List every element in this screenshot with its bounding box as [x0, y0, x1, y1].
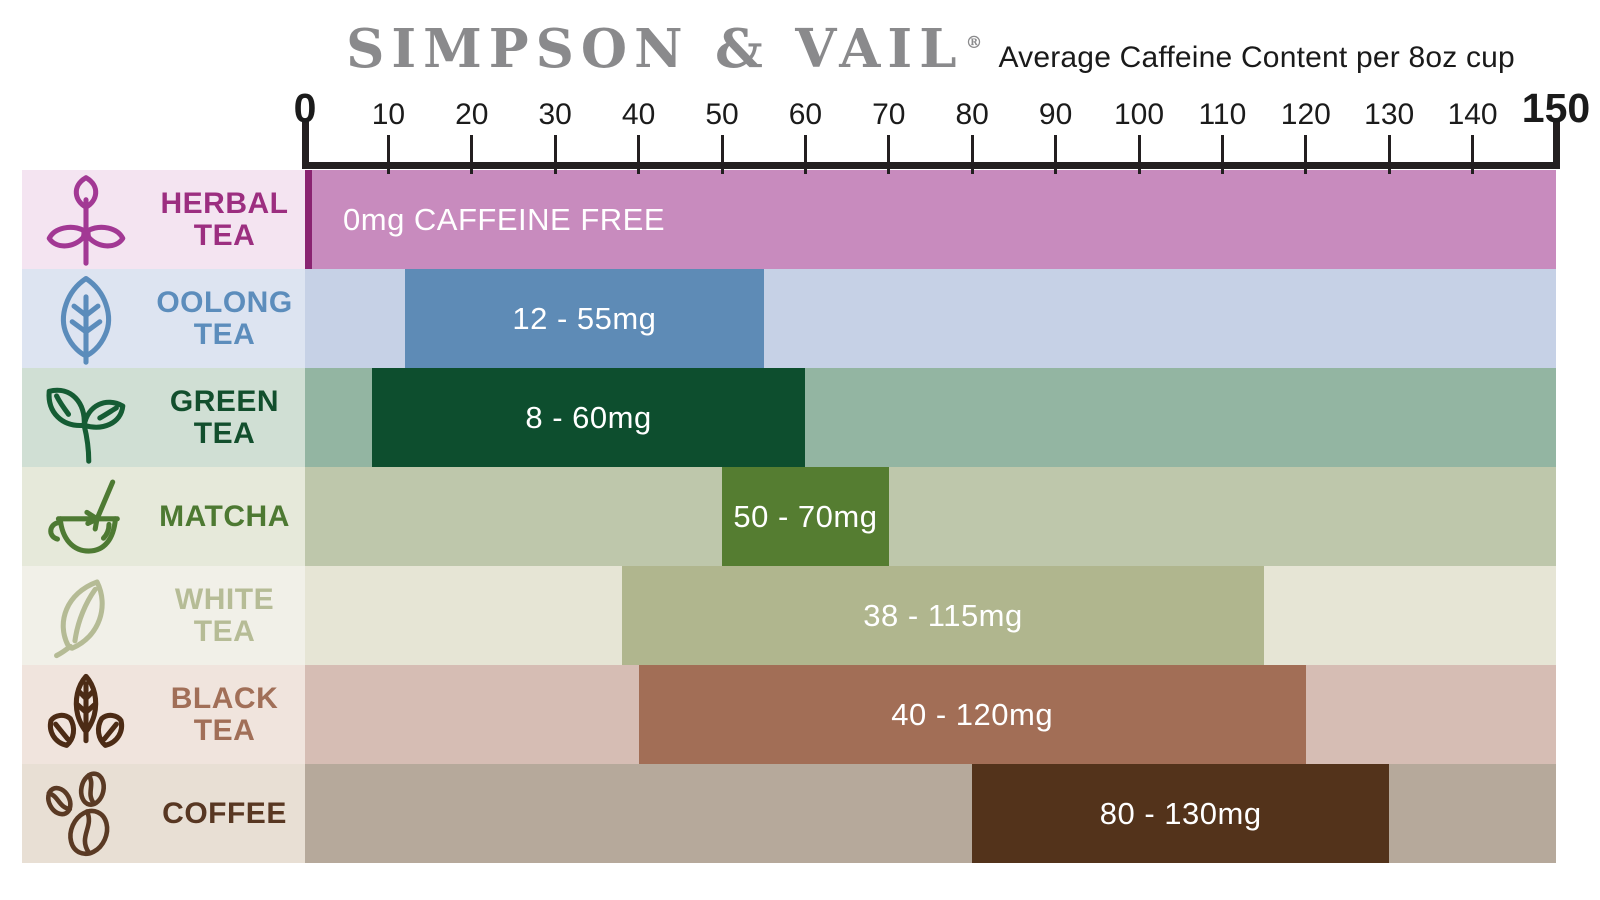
row-label-herbal-tea: HERBAL TEA [22, 170, 305, 269]
row-herbal-tea: HERBAL TEA 0mg CAFFEINE FREE [22, 170, 1556, 269]
row-label-text: WHITE TEA [150, 582, 305, 648]
white-leaf-icon [22, 570, 150, 662]
chart-header: SIMPSON & VAIL ® Average Caffeine Content… [305, 18, 1556, 96]
bar-value-label: 0mg CAFFEINE FREE [343, 201, 665, 237]
bar-value-label: 80 - 130mg [1099, 795, 1262, 831]
bar-value-label: 8 - 60mg [525, 399, 652, 435]
row-label-text: BLACK TEA [150, 681, 305, 747]
bar-value-label: 38 - 115mg [863, 597, 1023, 633]
bar-value-label: 50 - 70mg [733, 498, 878, 534]
row-label-line: TEA [193, 218, 256, 252]
row-black-tea: BLACK TEA 40 - 120mg [22, 665, 1556, 764]
row-coffee: COFFEE 80 - 130mg [22, 764, 1556, 863]
range-bar: 38 - 115mg [621, 566, 1265, 665]
brand-title-text: SIMPSON & VAIL [346, 18, 964, 80]
row-label-line: GREEN [169, 384, 280, 418]
herbal-plant-icon [22, 174, 150, 266]
zero-line-divider [305, 170, 312, 269]
registered-mark: ® [965, 33, 983, 54]
row-label-line: OOLONG [156, 285, 293, 319]
row-label-green-tea: GREEN TEA [22, 368, 305, 467]
row-label-line: HERBAL [160, 186, 289, 220]
range-bar: 40 - 120mg [638, 665, 1306, 764]
row-label-line: WHITE [174, 582, 275, 616]
coffee-beans-icon [22, 768, 150, 860]
row-oolong-tea: OOLONG TEA 12 - 55mg [22, 269, 1556, 368]
range-bar: 80 - 130mg [972, 764, 1390, 863]
row-label-line: COFFEE [162, 796, 287, 830]
row-label-line: TEA [193, 416, 256, 450]
row-label-white-tea: WHITE TEA [22, 566, 305, 665]
bar-value-label: 40 - 120mg [891, 696, 1054, 732]
range-bar: 8 - 60mg [371, 368, 806, 467]
row-label-coffee: COFFEE [22, 764, 305, 863]
brand-title: SIMPSON & VAIL ® [346, 18, 982, 80]
row-label-text: MATCHA [150, 499, 305, 533]
row-label-text: GREEN TEA [150, 384, 305, 450]
row-label-text: HERBAL TEA [150, 186, 305, 252]
row-label-line: MATCHA [159, 499, 290, 533]
range-bar: 12 - 55mg [405, 269, 764, 368]
row-matcha: MATCHA 50 - 70mg [22, 467, 1556, 566]
row-label-oolong-tea: OOLONG TEA [22, 269, 305, 368]
chart-subtitle: Average Caffeine Content per 8oz cup [998, 41, 1515, 74]
row-green-tea: GREEN TEA 8 - 60mg [22, 368, 1556, 467]
matcha-cup-icon [22, 471, 150, 563]
row-white-tea: WHITE TEA 38 - 115mg [22, 566, 1556, 665]
bar-value-label: 12 - 55mg [512, 300, 657, 336]
row-label-line: TEA [193, 713, 256, 747]
green-sprout-icon [22, 372, 150, 464]
row-label-black-tea: BLACK TEA [22, 665, 305, 764]
row-label-line: TEA [193, 614, 256, 648]
row-label-text: OOLONG TEA [150, 285, 305, 351]
range-bar: 0mg CAFFEINE FREE [305, 170, 1556, 269]
row-label-line: BLACK [170, 681, 279, 715]
row-label-text: COFFEE [150, 796, 305, 830]
row-label-line: TEA [193, 317, 256, 351]
row-label-matcha: MATCHA [22, 467, 305, 566]
oolong-leaf-icon [22, 273, 150, 365]
row-strip [305, 467, 1556, 566]
range-bar: 50 - 70mg [722, 467, 889, 566]
black-tea-leaves-icon [22, 669, 150, 761]
